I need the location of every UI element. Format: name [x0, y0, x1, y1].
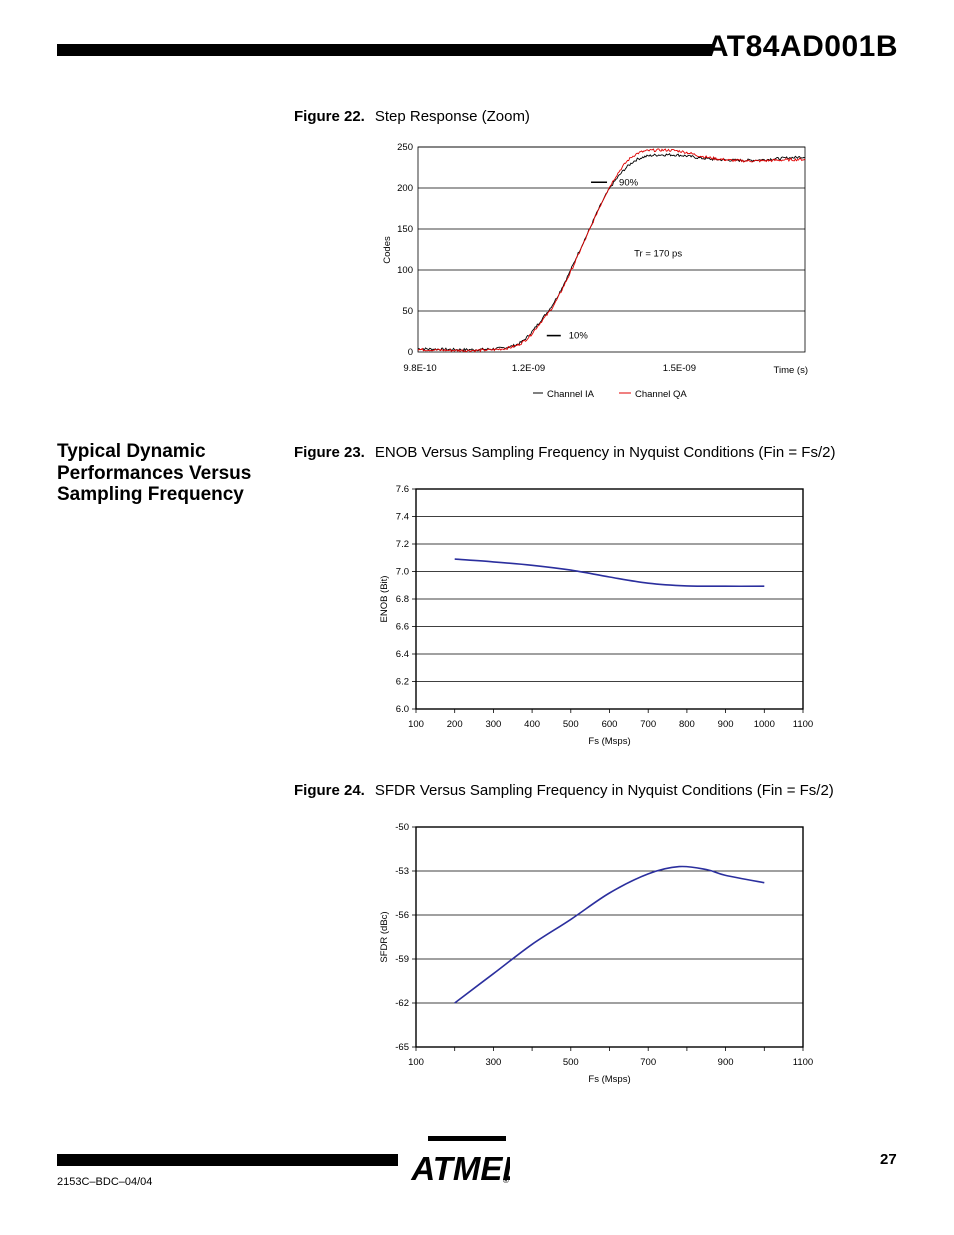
- step-chart-x-tick-label: 9.8E-10: [403, 363, 436, 374]
- step-chart-legend-label: Channel IA: [547, 389, 595, 400]
- step-chart-annotation: 10%: [569, 331, 589, 342]
- step-chart-x-tick-label: 1.2E-09: [512, 363, 545, 374]
- step-chart-y-tick-label: 100: [397, 265, 413, 276]
- sfdr-chart-series-line: [454, 865, 765, 1004]
- sfdr-chart-x-tick-label: 1100: [793, 1057, 813, 1068]
- step-chart-y-tick-label: 250: [397, 142, 413, 153]
- enob-chart-x-tick-label: 800: [679, 719, 695, 730]
- sfdr-chart-y-tick-label: -65: [395, 1042, 409, 1053]
- enob-chart-y-tick-label: 6.4: [396, 649, 409, 660]
- step-chart-x-tick-label: 1.5E-09: [663, 363, 696, 374]
- enob-chart-y-tick-label: 7.2: [396, 539, 409, 550]
- enob-chart-x-tick-label: 500: [563, 719, 579, 730]
- enob-chart-x-tick-label: 900: [718, 719, 734, 730]
- step-chart-annotation: 90%: [619, 177, 639, 188]
- sfdr-chart-y-tick-label: -50: [395, 822, 409, 833]
- step-chart-series-line: [417, 148, 806, 353]
- figure-24-title: SFDR Versus Sampling Frequency in Nyquis…: [374, 782, 834, 799]
- step-chart-y-axis-label: Codes: [382, 236, 393, 264]
- sfdr-chart-y-tick-label: -59: [395, 954, 409, 965]
- enob-chart-x-tick-label: 700: [640, 719, 656, 730]
- sfdr-chart-x-tick-label: 100: [408, 1057, 424, 1068]
- enob-chart-x-tick-label: 1000: [754, 719, 775, 730]
- figure-24-label: Figure 24.: [294, 782, 365, 799]
- sfdr-chart-plot-area: [415, 826, 804, 1048]
- sfdr-chart-y-tick-label: -56: [395, 910, 409, 921]
- enob-chart-x-tick-label: 600: [602, 719, 618, 730]
- step-chart-legend-label: Channel QA: [635, 389, 687, 400]
- step-chart-annotation: Tr = 170 ps: [634, 249, 682, 260]
- sfdr-chart-y-axis-label: SFDR (dBc): [379, 911, 390, 962]
- figure-22-caption: Figure 22. Step Response (Zoom): [294, 108, 530, 125]
- atmel-logo: ATMEL ®: [410, 1136, 523, 1191]
- sfdr-chart-x-tick-label: 500: [563, 1057, 579, 1068]
- enob-chart-y-tick-label: 7.6: [396, 484, 409, 495]
- enob-chart-y-tick-label: 7.0: [396, 567, 409, 578]
- sfdr-chart-x-tick-label: 300: [485, 1057, 501, 1068]
- enob-chart-x-tick-label: 400: [524, 719, 540, 730]
- sfdr-chart-y-tick-label: -62: [395, 998, 409, 1009]
- enob-chart-series-line: [454, 558, 765, 588]
- figure-23-label: Figure 23.: [294, 444, 365, 461]
- enob-chart-y-tick-label: 6.2: [396, 677, 409, 688]
- enob-chart-y-axis-label: ENOB (Bit): [379, 576, 390, 623]
- logo-registered-mark: ®: [503, 1176, 509, 1185]
- sfdr-chart-x-tick-label: 700: [640, 1057, 656, 1068]
- figure-23-caption: Figure 23. ENOB Versus Sampling Frequency…: [294, 444, 835, 461]
- enob-chart-y-tick-label: 7.4: [396, 512, 409, 523]
- enob-chart-y-tick-label: 6.8: [396, 594, 409, 605]
- enob-chart-x-tick-label: 200: [447, 719, 463, 730]
- step-chart-plot-area: [417, 146, 806, 353]
- header-rule: [57, 44, 712, 56]
- figure-24-caption: Figure 24. SFDR Versus Sampling Frequency…: [294, 782, 834, 799]
- step-chart-x-axis-label: Time (s): [774, 365, 808, 376]
- figure-22-label: Figure 22.: [294, 108, 365, 125]
- document-code: 2153C–BDC–04/04: [57, 1176, 153, 1188]
- step-chart-y-tick-label: 50: [402, 306, 413, 317]
- figure-22-title: Step Response (Zoom): [374, 108, 530, 125]
- footer-rule: [57, 1154, 398, 1166]
- enob-chart-x-tick-label: 300: [485, 719, 501, 730]
- page-number: 27: [880, 1151, 897, 1168]
- enob-chart-x-tick-label: 1100: [793, 719, 813, 730]
- step-chart-y-tick-label: 200: [397, 183, 413, 194]
- figure-23-title: ENOB Versus Sampling Frequency in Nyquis…: [374, 444, 836, 461]
- step-chart-y-tick-label: 150: [397, 224, 413, 235]
- document-title: AT84AD001B: [706, 30, 898, 63]
- section-heading: Typical Dynamic Performances Versus Samp…: [57, 441, 252, 505]
- enob-chart-x-tick-label: 100: [408, 719, 424, 730]
- enob-chart-y-tick-label: 6.6: [396, 622, 409, 633]
- enob-chart-x-axis-label: Fs (Msps): [588, 736, 630, 747]
- sfdr-chart-x-axis-label: Fs (Msps): [588, 1074, 630, 1085]
- enob-chart-y-tick-label: 6.0: [396, 704, 409, 715]
- sfdr-chart-y-tick-label: -53: [395, 866, 409, 877]
- logo-wordmark: ATMEL: [410, 1150, 510, 1186]
- sfdr-chart-x-tick-label: 900: [718, 1057, 734, 1068]
- step-chart-y-tick-label: 0: [408, 347, 413, 358]
